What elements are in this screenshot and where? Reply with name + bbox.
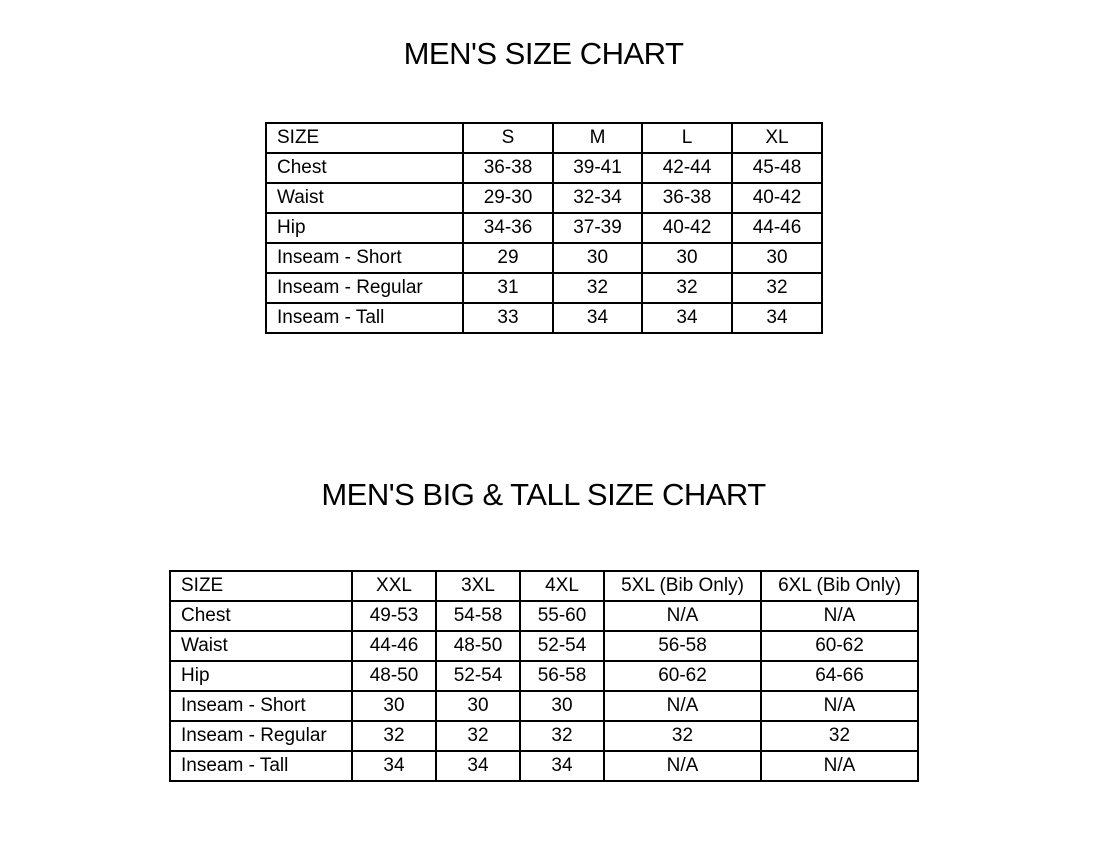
table-cell: 60-62 xyxy=(760,630,919,662)
table-cell: 30 xyxy=(351,690,437,722)
row-label-cell: Inseam - Short xyxy=(169,690,353,722)
table-cell: 52-54 xyxy=(519,630,605,662)
header-cell: 3XL xyxy=(435,570,521,602)
table-cell: 56-58 xyxy=(519,660,605,692)
header-cell: S xyxy=(462,122,554,154)
table-cell: 33 xyxy=(462,302,554,334)
row-label-cell: Inseam - Regular xyxy=(169,720,353,752)
header-cell: SIZE xyxy=(169,570,353,602)
table-cell: N/A xyxy=(760,690,919,722)
table-cell: 60-62 xyxy=(603,660,762,692)
row-label-cell: Inseam - Tall xyxy=(265,302,464,334)
table-cell: 55-60 xyxy=(519,600,605,632)
table-row: Inseam - Regular 32 32 32 32 32 xyxy=(169,720,919,752)
table-cell: 34 xyxy=(641,302,733,334)
row-label-cell: Chest xyxy=(169,600,353,632)
table-row: Waist 29-30 32-34 36-38 40-42 xyxy=(265,182,823,214)
table-row: Inseam - Tall 33 34 34 34 xyxy=(265,302,823,334)
row-label-cell: Chest xyxy=(265,152,464,184)
table-cell: 52-54 xyxy=(435,660,521,692)
row-label-cell: Hip xyxy=(169,660,353,692)
table-cell: 29-30 xyxy=(462,182,554,214)
table-cell: 37-39 xyxy=(552,212,643,244)
table-cell: N/A xyxy=(603,750,762,782)
table-cell: 48-50 xyxy=(351,660,437,692)
table-cell: 44-46 xyxy=(351,630,437,662)
table-cell: 48-50 xyxy=(435,630,521,662)
table-cell: N/A xyxy=(760,600,919,632)
mens-size-chart-title: MEN'S SIZE CHART xyxy=(403,36,684,71)
table-row: Inseam - Tall 34 34 34 N/A N/A xyxy=(169,750,919,782)
table-cell: 40-42 xyxy=(731,182,823,214)
table-cell: 36-38 xyxy=(641,182,733,214)
table-row: Waist 44-46 48-50 52-54 56-58 60-62 xyxy=(169,630,919,662)
header-cell: XL xyxy=(731,122,823,154)
table-cell: 54-58 xyxy=(435,600,521,632)
header-cell: 4XL xyxy=(519,570,605,602)
table-cell: 34 xyxy=(351,750,437,782)
table-cell: 30 xyxy=(552,242,643,274)
table-cell: 31 xyxy=(462,272,554,304)
table-cell: 30 xyxy=(731,242,823,274)
header-cell: 5XL (Bib Only) xyxy=(603,570,762,602)
table-cell: N/A xyxy=(603,690,762,722)
table-row: Chest 49-53 54-58 55-60 N/A N/A xyxy=(169,600,919,632)
header-cell: 6XL (Bib Only) xyxy=(760,570,919,602)
table-cell: 32 xyxy=(351,720,437,752)
header-cell: M xyxy=(552,122,643,154)
table-row: Inseam - Short 30 30 30 N/A N/A xyxy=(169,690,919,722)
table-cell: 34 xyxy=(731,302,823,334)
table-cell: 36-38 xyxy=(462,152,554,184)
table-cell: N/A xyxy=(760,750,919,782)
table-cell: 44-46 xyxy=(731,212,823,244)
row-label-cell: Waist xyxy=(265,182,464,214)
table-cell: 40-42 xyxy=(641,212,733,244)
row-label-cell: Inseam - Regular xyxy=(265,272,464,304)
table-cell: 32 xyxy=(435,720,521,752)
header-cell: L xyxy=(641,122,733,154)
table-row: Inseam - Short 29 30 30 30 xyxy=(265,242,823,274)
table-cell: 30 xyxy=(435,690,521,722)
big-tall-size-chart-title: MEN'S BIG & TALL SIZE CHART xyxy=(321,477,766,512)
table-row: Inseam - Regular 31 32 32 32 xyxy=(265,272,823,304)
mens-size-table: SIZE S M L XL Chest 36-38 39-41 42-44 45-48 Waist 2… xyxy=(265,122,823,334)
table-cell: 49-53 xyxy=(351,600,437,632)
table-cell: 32 xyxy=(552,272,643,304)
table-cell: 32 xyxy=(731,272,823,304)
table-header-row: SIZE S M L XL xyxy=(265,122,823,154)
table-cell: 34 xyxy=(519,750,605,782)
table-cell: N/A xyxy=(603,600,762,632)
table-row: Hip 34-36 37-39 40-42 44-46 xyxy=(265,212,823,244)
row-label-cell: Inseam - Short xyxy=(265,242,464,274)
table-cell: 56-58 xyxy=(603,630,762,662)
big-tall-size-table: SIZE XXL 3XL 4XL 5XL (Bib Only) 6XL (Bib Only… xyxy=(169,570,919,782)
table-cell: 32 xyxy=(641,272,733,304)
table-cell: 32-34 xyxy=(552,182,643,214)
table-cell: 30 xyxy=(519,690,605,722)
table-cell: 30 xyxy=(641,242,733,274)
table-row: Chest 36-38 39-41 42-44 45-48 xyxy=(265,152,823,184)
table-cell: 32 xyxy=(519,720,605,752)
table-cell: 29 xyxy=(462,242,554,274)
row-label-cell: Waist xyxy=(169,630,353,662)
header-cell: SIZE xyxy=(265,122,464,154)
table-cell: 39-41 xyxy=(552,152,643,184)
table-cell: 32 xyxy=(760,720,919,752)
table-row: Hip 48-50 52-54 56-58 60-62 64-66 xyxy=(169,660,919,692)
table-cell: 64-66 xyxy=(760,660,919,692)
row-label-cell: Hip xyxy=(265,212,464,244)
table-cell: 34-36 xyxy=(462,212,554,244)
table-cell: 42-44 xyxy=(641,152,733,184)
row-label-cell: Inseam - Tall xyxy=(169,750,353,782)
table-cell: 34 xyxy=(435,750,521,782)
table-cell: 34 xyxy=(552,302,643,334)
table-header-row: SIZE XXL 3XL 4XL 5XL (Bib Only) 6XL (Bib Only… xyxy=(169,570,919,602)
table-cell: 32 xyxy=(603,720,762,752)
header-cell: XXL xyxy=(351,570,437,602)
table-cell: 45-48 xyxy=(731,152,823,184)
